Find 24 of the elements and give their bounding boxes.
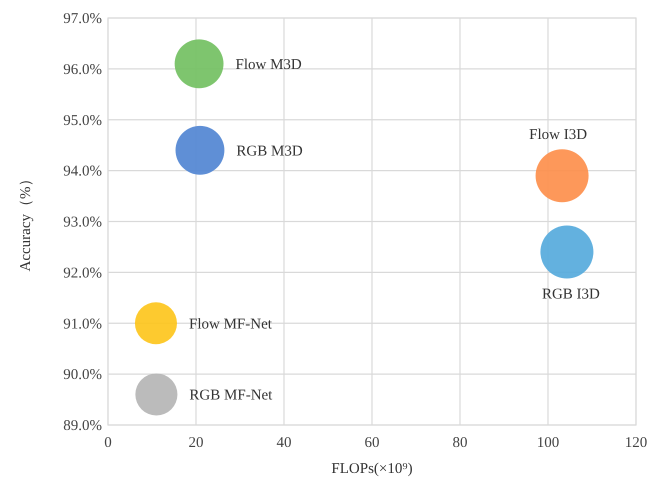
y-tick-label: 93.0% bbox=[63, 214, 102, 230]
y-tick-label: 97.0% bbox=[63, 11, 102, 27]
series-label: Flow I3D bbox=[529, 127, 588, 144]
y-tick-label: 92.0% bbox=[63, 265, 102, 282]
x-tick-label: 0 bbox=[104, 435, 112, 451]
series-label: RGB MF-Net bbox=[189, 387, 274, 404]
x-tick-label: 120 bbox=[624, 435, 648, 451]
x-tick-label: 40 bbox=[276, 435, 292, 451]
series-label: Flow MF-Net bbox=[188, 316, 273, 332]
x-tick-label: 60 bbox=[364, 435, 380, 451]
y-axis-title: Accuracy（%） bbox=[18, 172, 34, 272]
series-label: RGB M3D bbox=[236, 143, 303, 160]
y-tick-label: 95.0% bbox=[63, 112, 102, 129]
y-tick-label: 91.0% bbox=[63, 316, 102, 332]
x-tick-label: 80 bbox=[452, 435, 468, 451]
y-tick-label: 96.0% bbox=[63, 62, 102, 78]
x-tick-label: 20 bbox=[188, 435, 204, 451]
y-tick-label: 94.0% bbox=[63, 164, 102, 180]
series-label: Flow M3D bbox=[236, 56, 302, 73]
x-axis-title: FLOPs(×10⁹) bbox=[331, 461, 413, 477]
series-label: RGB I3D bbox=[542, 286, 600, 303]
y-tick-label: 90.0% bbox=[63, 367, 102, 384]
x-tick-label: 100 bbox=[536, 435, 560, 451]
y-tick-label: 89.0% bbox=[63, 418, 102, 434]
